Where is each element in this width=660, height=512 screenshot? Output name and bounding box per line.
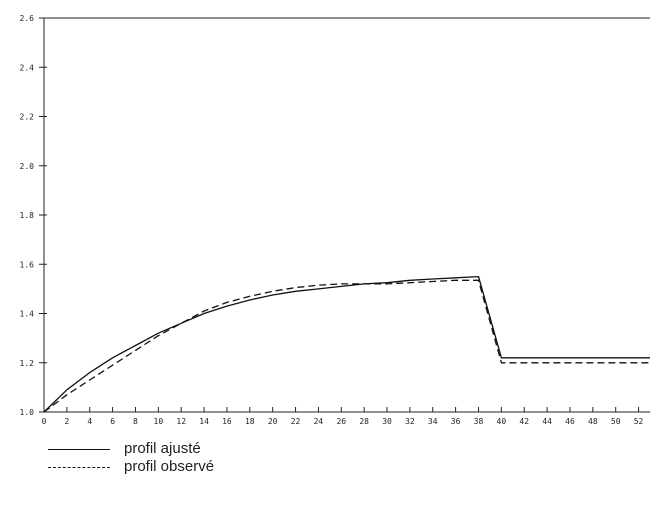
x-tick-label: 0 xyxy=(42,417,47,426)
legend: profil ajusté profil observé xyxy=(44,440,404,512)
legend-item-fitted: profil ajusté xyxy=(44,440,404,460)
y-tick-label: 1.2 xyxy=(20,359,35,368)
x-tick-label: 42 xyxy=(519,417,529,426)
x-tick-label: 22 xyxy=(291,417,301,426)
x-tick-label: 20 xyxy=(268,417,278,426)
y-tick-label: 1.4 xyxy=(20,310,35,319)
x-tick-label: 46 xyxy=(565,417,575,426)
x-tick-label: 30 xyxy=(382,417,392,426)
x-tick-label: 28 xyxy=(359,417,369,426)
series-line-fitted xyxy=(43,275,650,413)
x-tick-label: 6 xyxy=(110,417,115,426)
x-tick-label: 48 xyxy=(588,417,598,426)
x-tick-label: 24 xyxy=(314,417,324,426)
legend-label-observed: profil observé xyxy=(124,458,215,475)
y-tick-label: 2.6 xyxy=(20,14,35,23)
y-tick-label: 2.0 xyxy=(20,162,35,171)
x-tick-label: 36 xyxy=(451,417,461,426)
legend-swatch-solid xyxy=(48,449,110,450)
y-tick-label: 2.2 xyxy=(20,113,35,122)
x-tick-label: 44 xyxy=(542,417,552,426)
x-tick-label: 52 xyxy=(634,417,644,426)
legend-swatch-dashed xyxy=(48,467,110,468)
x-tick-label: 2 xyxy=(64,417,69,426)
y-tick-label: 1.8 xyxy=(20,211,35,220)
x-tick-label: 38 xyxy=(474,417,484,426)
y-tick-label: 1.0 xyxy=(20,408,35,417)
x-tick-label: 10 xyxy=(154,417,164,426)
x-tick-label: 32 xyxy=(405,417,415,426)
x-tick-label: 14 xyxy=(199,417,209,426)
x-tick-label: 4 xyxy=(87,417,92,426)
x-tick-label: 8 xyxy=(133,417,138,426)
y-tick-label: 1.6 xyxy=(20,260,35,269)
x-tick-label: 50 xyxy=(611,417,621,426)
x-tick-label: 12 xyxy=(176,417,186,426)
x-tick-label: 34 xyxy=(428,417,438,426)
y-tick-label: 2.4 xyxy=(20,63,35,72)
series-line-observed xyxy=(43,279,650,413)
x-tick-label: 18 xyxy=(245,417,255,426)
x-tick-label: 26 xyxy=(336,417,346,426)
legend-item-observed: profil observé xyxy=(44,458,404,478)
chart-area: 1.01.21.41.61.82.02.22.42.60 2 4 6 8 10 12 14 16… xyxy=(20,14,650,426)
x-tick-label: 40 xyxy=(497,417,507,426)
legend-label-fitted: profil ajusté xyxy=(124,440,201,457)
x-tick-label: 16 xyxy=(222,417,232,426)
